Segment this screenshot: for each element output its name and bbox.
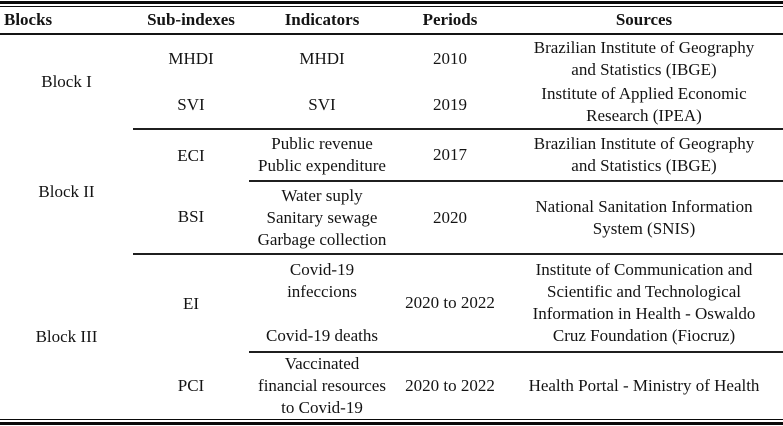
sub-index-cell: PCI: [177, 375, 205, 395]
table-row: Block I MHDI MHDI 2010 Brazilian Institu…: [0, 34, 783, 92]
source-cell: Institute of Communication and Scientifi…: [505, 254, 783, 353]
source-cell: Institute of Applied Economic Research (…: [505, 82, 783, 130]
period-cell: 2017: [395, 129, 505, 182]
col-header-indicators: Indicators: [249, 6, 395, 35]
source-cell: Brazilian Institute of Geography and Sta…: [505, 129, 783, 182]
table-row: SVI SVI 2019 Institute of Applied Econom…: [0, 82, 783, 130]
source-cell: National Sanitation Information System (…: [505, 181, 783, 255]
block-label: Block I: [41, 72, 92, 91]
table-row: Block III EI Covid-19 infeccions Covid-1…: [0, 254, 783, 353]
period-cell: 2010: [433, 48, 467, 68]
indicators-cell: MHDI: [299, 48, 345, 68]
indicators-cell: Public revenue Public expenditure: [249, 129, 395, 182]
period-cell: 2020 to 2022: [405, 376, 495, 395]
source-cell: Brazilian Institute of Geography and Sta…: [533, 37, 755, 79]
period-cell: 2020 to 2022: [395, 254, 505, 353]
col-header-blocks: Blocks: [0, 6, 133, 35]
indicators-cell: Covid-19 infeccions Covid-19 deaths: [249, 254, 395, 353]
sub-index-cell: EI: [182, 293, 200, 313]
period-cell: 2019: [395, 82, 505, 130]
sub-index-cell: ECI: [177, 145, 205, 165]
header-row: Blocks Sub-indexes Indicators Periods So…: [0, 6, 783, 35]
block-label: Block II: [38, 181, 95, 201]
col-header-sub-indexes: Sub-indexes: [133, 6, 249, 35]
sub-index-cell: SVI: [133, 82, 249, 130]
indicators-cell: Vaccinated financial resources to Covid-…: [258, 354, 386, 417]
period-cell: 2020: [395, 181, 505, 255]
sub-index-cell: BSI: [133, 181, 249, 255]
col-header-sources: Sources: [505, 6, 783, 35]
col-header-periods: Periods: [395, 6, 505, 35]
table-row: PCI Vaccinated financial resources to Co…: [0, 352, 783, 420]
indicators-cell: SVI: [249, 82, 395, 130]
block-label: Block III: [35, 326, 98, 346]
table-row: Block II ECI Public revenue Public expen…: [0, 129, 783, 201]
indicators-table: Blocks Sub-indexes Indicators Periods So…: [0, 6, 783, 420]
sub-index-cell: MHDI: [168, 48, 214, 68]
source-cell: Health Portal - Ministry of Health: [528, 376, 760, 395]
table-row: BSI Water suply Sanitary sewage Garbage …: [0, 181, 783, 255]
indicators-cell: Water suply Sanitary sewage Garbage coll…: [249, 181, 395, 255]
